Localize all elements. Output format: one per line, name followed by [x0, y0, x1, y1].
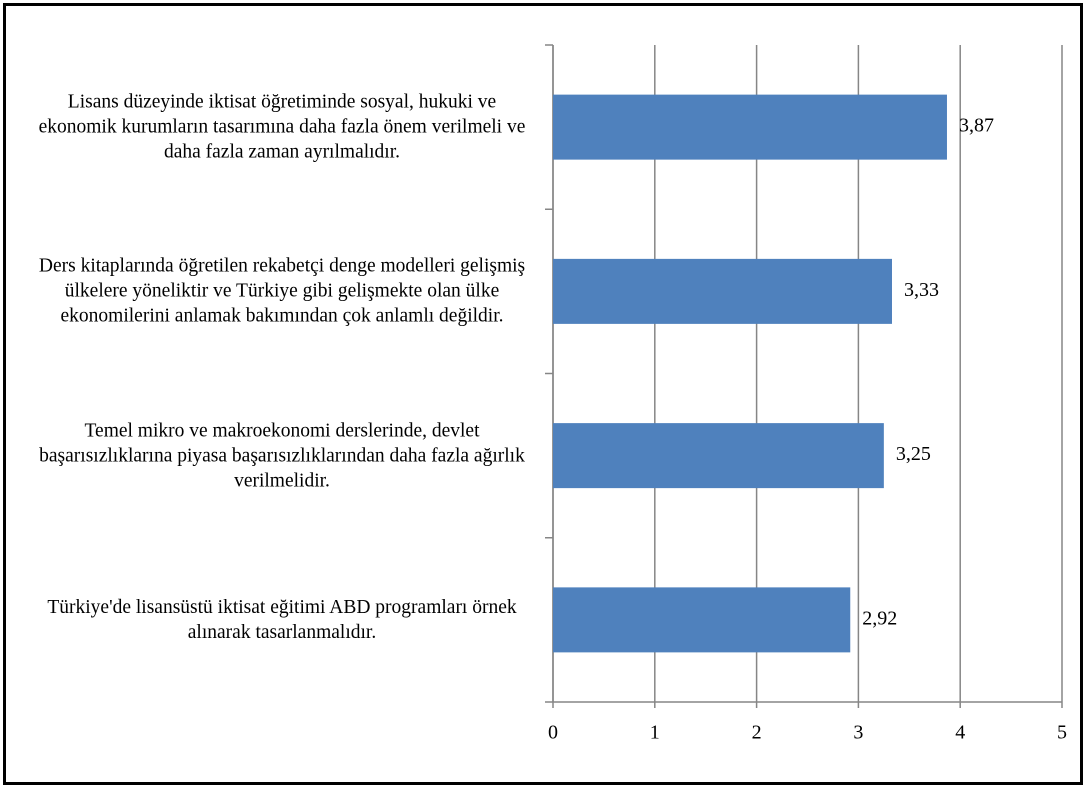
- x-tick-label: 3: [853, 722, 863, 744]
- x-tick-label: 4: [955, 722, 965, 744]
- category-label: Temel mikro ve makroekonomi derslerinde,…: [39, 420, 525, 492]
- bar: [553, 94, 947, 160]
- value-label: 2,92: [862, 607, 897, 629]
- x-tick-label: 5: [1057, 722, 1067, 744]
- x-tick-label: 1: [650, 722, 660, 744]
- category-label: Ders kitaplarında öğretilen rekabetçi de…: [38, 255, 526, 327]
- category-label: Türkiye'de lisansüstü iktisat eğitimi AB…: [47, 596, 517, 643]
- bar: [553, 423, 884, 489]
- category-label: Lisans düzeyinde iktisat öğretiminde sos…: [38, 91, 526, 163]
- value-label: 3,25: [896, 443, 931, 465]
- value-label: 3,87: [959, 115, 994, 137]
- x-tick-label: 2: [752, 722, 762, 744]
- bar: [553, 258, 892, 324]
- value-label: 3,33: [904, 279, 939, 301]
- frame: [3, 3, 1083, 785]
- bar: [553, 587, 851, 653]
- x-tick-label: 0: [548, 722, 558, 744]
